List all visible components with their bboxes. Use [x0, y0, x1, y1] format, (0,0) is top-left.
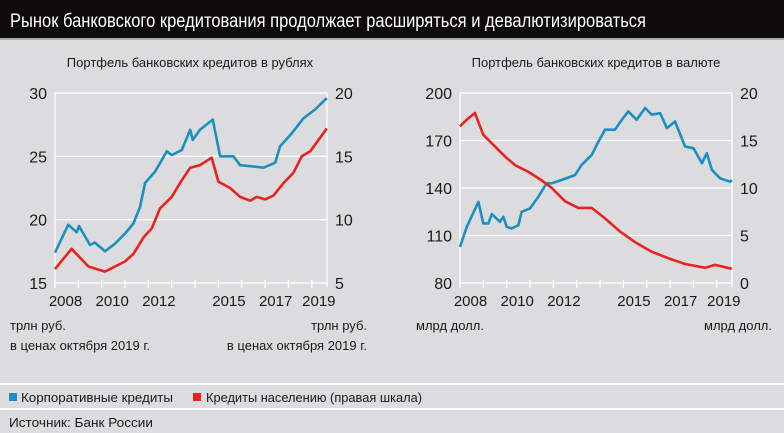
series-line-retail	[53, 127, 328, 273]
y-tick-label-right: 10	[335, 213, 353, 230]
page-title: Рынок банковского кредитования продолжае…	[10, 11, 646, 32]
x-tick-label: 2010	[501, 293, 534, 310]
legend-label-retail: Кредиты населению (правая шкала)	[206, 390, 422, 405]
y-tick-label-left: 15	[29, 276, 47, 293]
y-tick-label-left: 20	[29, 213, 47, 230]
x-tick-label: 2017	[259, 293, 292, 310]
y-axis-unit-right: трлн руб.	[311, 318, 367, 333]
y-tick-label-right: 5	[740, 229, 749, 246]
title-divider	[0, 38, 784, 40]
x-tick-label: 2017	[664, 293, 697, 310]
x-tick-label: 2012	[142, 293, 175, 310]
x-tick-label: 2019	[302, 293, 335, 310]
y-tick-label-left: 110	[426, 229, 452, 246]
source-note: Источник: Банк России	[9, 415, 153, 430]
x-tick-label: 2008	[454, 293, 487, 310]
x-tick-label: 2012	[547, 293, 580, 310]
y-tick-label-right: 0	[740, 276, 749, 293]
y-tick-label-right: 10	[740, 181, 758, 198]
y-tick-label-left: 200	[425, 86, 452, 103]
y-tick-label-left: 25	[29, 149, 47, 166]
series-line-retail	[459, 111, 733, 271]
chart-rubles: Портфель банковских кредитов в рублях152…	[10, 55, 367, 353]
x-tick-label: 2010	[96, 293, 129, 310]
x-tick-label: 2008	[49, 293, 82, 310]
legend-divider-top	[0, 383, 784, 385]
legend-swatch-retail	[193, 393, 201, 401]
series-line-corporate	[458, 106, 733, 248]
y-tick-label-left: 140	[425, 181, 452, 198]
y-tick-label-left: 170	[425, 134, 452, 151]
x-tick-label: 2015	[617, 293, 650, 310]
y-tick-label-right: 15	[740, 134, 758, 151]
y-tick-label-left: 30	[29, 86, 47, 103]
x-tick-label: 2015	[212, 293, 245, 310]
x-tick-label: 2019	[707, 293, 740, 310]
y-axis-unit-left: трлн руб.	[10, 318, 66, 333]
y-axis-unit-right: в ценах октября 2019 г.	[227, 338, 367, 353]
y-tick-label-right: 20	[740, 86, 758, 103]
legend-swatch-corporate	[9, 393, 17, 401]
chart-title: Портфель банковских кредитов в рублях	[67, 55, 314, 70]
y-tick-label-left: 80	[434, 276, 452, 293]
y-axis-unit-left: в ценах октября 2019 г.	[10, 338, 150, 353]
legend-label-corporate: Корпоративные кредиты	[21, 390, 173, 405]
y-tick-label-right: 15	[335, 149, 353, 166]
y-tick-label-right: 20	[335, 86, 353, 103]
series-line-corporate	[53, 97, 328, 254]
y-axis-unit-left: млрд долл.	[416, 318, 484, 333]
legend-divider-bottom	[0, 408, 784, 410]
chart-title: Портфель банковских кредитов в валюте	[472, 55, 721, 70]
y-axis-unit-right: млрд долл.	[704, 318, 772, 333]
y-tick-label-right: 5	[335, 276, 344, 293]
title-bar	[0, 0, 784, 38]
chart-fx: Портфель банковских кредитов в валюте 80 1…	[416, 55, 772, 333]
